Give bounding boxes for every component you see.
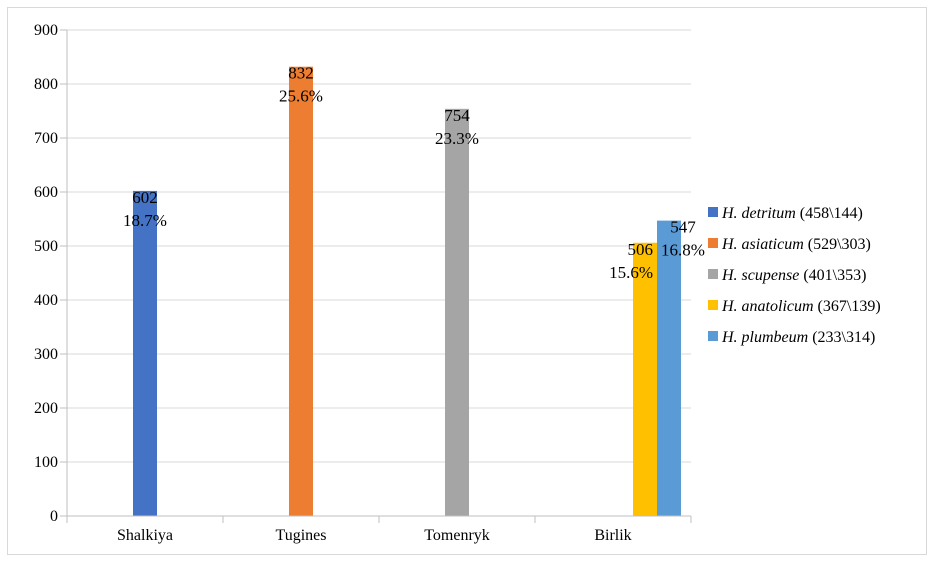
y-tick-label: 300 [34,346,58,363]
legend: H. detritum (458\144) H. asiaticum (529\3… [708,205,881,346]
bar [289,66,313,516]
value-label: 832 [288,64,314,83]
legend-count: (367\139) [814,298,881,315]
value-label: 506 [628,240,654,259]
percent-label: 15.6% [609,263,653,282]
x-axis: Shalkiya Tugines Tomenryk Birlik [66,515,692,544]
legend-species-name: H. anatolicum [721,298,814,315]
bar [633,242,657,516]
bar [133,190,157,517]
legend-count: (529\303) [804,236,871,253]
legend-swatch [708,269,718,279]
x-tick-label: Tomenryk [424,527,490,544]
y-tick-label: 400 [34,292,58,309]
legend-label: H. detritum (458\144) [721,205,863,222]
legend-label: H. asiaticum (529\303) [721,236,871,253]
data-labels: 602 18.7% 832 25.6% 754 23.3% 506 15.6% 547 16.8% [123,64,705,282]
chart-frame: 0 100 200 300 400 500 600 700 800 900 602 18.7% 832… [7,7,927,555]
percent-label: 25.6% [279,87,323,106]
y-axis-ticks: 0 100 200 300 400 500 600 700 800 900 [34,22,68,525]
legend-swatch [708,207,718,217]
percent-label: 18.7% [123,211,167,230]
value-label: 602 [132,188,158,207]
bar [657,220,681,516]
y-tick-label: 500 [34,238,58,255]
y-tick-label: 700 [34,130,58,147]
legend-count: (458\144) [796,205,863,222]
y-tick-label: 600 [34,184,58,201]
y-tick-label: 900 [34,22,58,39]
legend-swatch [708,238,718,248]
x-tick-label: Shalkiya [117,527,173,544]
legend-swatch [708,331,718,341]
gridlines [67,29,691,517]
bars [133,66,681,517]
legend-label: H. anatolicum (367\139) [721,298,881,315]
value-label: 547 [670,218,696,237]
x-tick-label: Tugines [276,527,327,544]
legend-label: H. plumbeum (233\314) [721,329,875,346]
y-tick-label: 200 [34,400,58,417]
y-tick-label: 0 [50,508,58,525]
legend-species-name: H. detritum [721,205,796,222]
y-tick-label: 100 [34,454,58,471]
percent-label: 16.8% [661,241,705,260]
y-tick-label: 800 [34,76,58,93]
legend-count: (233\314) [808,329,875,346]
legend-species-name: H. scupense [721,267,799,284]
legend-label: H. scupense (401\353) [721,267,866,284]
value-label: 754 [444,106,470,125]
x-tick-label: Birlik [594,527,631,544]
percent-label: 23.3% [435,129,479,148]
legend-species-name: H. asiaticum [721,236,804,253]
legend-count: (401\353) [799,267,866,284]
bar [445,108,469,516]
legend-swatch [708,300,718,310]
bar-chart: 0 100 200 300 400 500 600 700 800 900 602 18.7% 832… [34,22,881,544]
legend-species-name: H. plumbeum [721,329,808,346]
